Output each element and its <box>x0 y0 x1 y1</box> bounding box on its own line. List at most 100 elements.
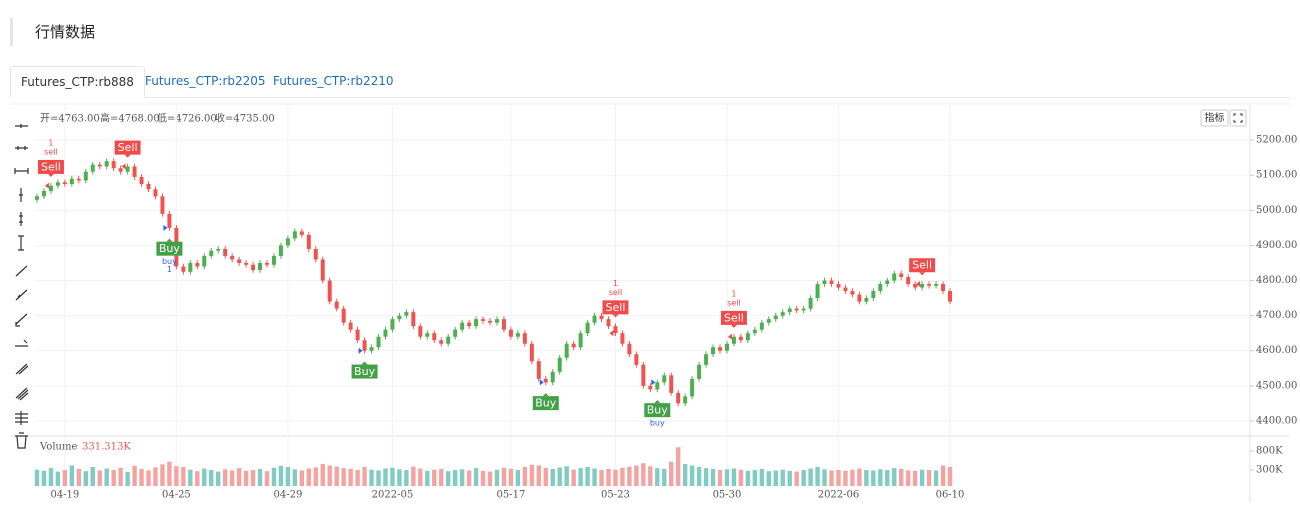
volume-bar <box>97 470 102 486</box>
candle-body <box>125 166 130 172</box>
candle-body <box>787 308 792 313</box>
volume-bar <box>313 467 318 486</box>
candle-body <box>850 291 855 295</box>
volume-bar <box>243 470 249 486</box>
volume-bar <box>599 470 604 486</box>
volume-bar <box>759 468 765 486</box>
volume-bar <box>55 471 61 486</box>
candle-body <box>76 178 81 181</box>
signal-pointer <box>919 272 926 276</box>
signal-badge <box>156 241 183 256</box>
candle-body <box>278 245 283 256</box>
x-tick-label: 04-25 <box>162 490 191 501</box>
candle-body <box>585 322 590 334</box>
volume-bar <box>160 464 165 486</box>
tool-icon[interactable] <box>15 432 28 449</box>
volume-bar <box>264 471 270 486</box>
y-tick-label: 4900.00 <box>1256 240 1297 251</box>
tool-icon[interactable] <box>15 363 29 375</box>
candle-body <box>899 273 904 278</box>
tab[interactable]: Futures_CTP:rb2205 <box>145 74 266 88</box>
volume-bar <box>738 469 744 486</box>
volume-last: 331.313K <box>82 442 131 453</box>
candle-body <box>801 308 806 311</box>
volume-bar <box>76 468 82 486</box>
candle-body <box>536 361 541 379</box>
candle-body <box>738 336 743 341</box>
signal-pointer <box>166 238 173 242</box>
tool-icon[interactable] <box>15 289 28 301</box>
fullscreen-button[interactable] <box>1229 109 1247 127</box>
volume-bar <box>425 470 430 486</box>
volume-bar <box>703 468 709 486</box>
signal-marker: Buy buy <box>644 379 671 428</box>
tool-icon[interactable] <box>19 188 23 202</box>
candle-body <box>355 329 360 341</box>
volume-bar <box>550 468 555 486</box>
volume-bar <box>125 471 130 486</box>
candle-body <box>488 320 493 323</box>
y-tick-label: 4700.00 <box>1256 310 1297 321</box>
indicator-button[interactable] <box>1200 109 1229 127</box>
candle-body <box>446 336 451 344</box>
volume-bar <box>585 467 590 486</box>
volume-bar <box>383 468 388 486</box>
volume-bar <box>836 470 841 486</box>
tool-icon[interactable] <box>15 411 28 425</box>
tool-icon[interactable] <box>15 387 29 401</box>
candle-body <box>571 343 576 348</box>
tool-icon[interactable] <box>15 339 28 347</box>
volume-bar <box>285 467 291 486</box>
volume-bar <box>445 471 451 486</box>
signal-pointer <box>47 173 54 177</box>
signal-pointer <box>654 400 661 404</box>
tool-icon[interactable] <box>15 313 28 327</box>
tool-icon[interactable] <box>19 212 23 226</box>
volume-bar <box>515 470 521 486</box>
volume-bar <box>390 467 395 486</box>
volume-bar <box>376 470 381 486</box>
signal-arrow <box>121 163 126 170</box>
candle-body <box>620 333 625 344</box>
volume-bar <box>843 470 848 486</box>
candle-body <box>648 385 653 390</box>
tool-icon[interactable] <box>18 235 24 251</box>
volume-bar <box>146 470 151 486</box>
volume-bar <box>250 470 256 486</box>
candle-body <box>146 183 151 190</box>
tab[interactable]: Futures_CTP:rb888 <box>10 66 145 98</box>
x-tick-label: 05-30 <box>713 490 742 501</box>
volume-bar <box>536 465 542 486</box>
tool-icon[interactable] <box>15 265 28 277</box>
tool-icon[interactable] <box>15 124 28 128</box>
volume-bar <box>327 465 332 486</box>
signal-pointer <box>124 154 131 158</box>
volume-bar <box>655 468 660 486</box>
volume-bar <box>334 466 339 486</box>
candle-body <box>808 298 813 309</box>
volume-bar <box>257 468 263 486</box>
volume-bar <box>181 467 186 486</box>
candle-body <box>773 315 778 320</box>
volume-bar <box>222 469 228 486</box>
fullscreen-icon <box>1233 113 1243 123</box>
tab[interactable]: Futures_CTP:rb2210 <box>273 74 394 88</box>
candle-body <box>731 336 736 344</box>
candle-body <box>829 280 834 285</box>
volume-bar <box>153 467 158 486</box>
x-tick-label: 06-10 <box>936 490 965 501</box>
volume-bar <box>745 470 751 486</box>
volume-bar <box>578 468 583 486</box>
ohlc-text: 高=4768.00 <box>100 112 160 125</box>
tool-icon[interactable] <box>15 146 28 150</box>
volume-bar <box>752 470 758 486</box>
ohlc-text: 低=4726.00 <box>157 112 217 125</box>
volume-bar <box>473 468 479 486</box>
volume-bar <box>892 468 897 486</box>
volume-bar <box>209 470 214 486</box>
signal-note: 1 <box>167 265 172 274</box>
tool-icon[interactable] <box>14 168 29 174</box>
x-tick-label: 05-17 <box>497 490 526 501</box>
candle-body <box>132 166 137 177</box>
